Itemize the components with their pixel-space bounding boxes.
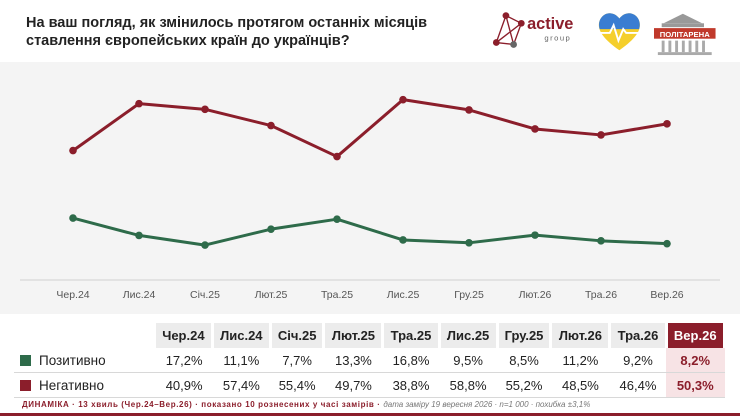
group-logo-text: group [544, 34, 571, 43]
chart-background [0, 62, 740, 314]
legend-swatch [20, 354, 31, 366]
table-cell: 38,8% [382, 372, 440, 398]
table-cell: 16,8% [382, 348, 440, 373]
data-table: Чер.24 Лис.24 Січ.25 Лют.25 Тра.25 Лис.25 Гру.… [14, 323, 726, 398]
column-header: Тра.26 [609, 323, 668, 348]
data-point [597, 237, 605, 245]
active-logo-text: active [527, 15, 573, 33]
column-header: Чер.24 [156, 323, 214, 348]
x-tick-label: Гру.25 [454, 289, 484, 301]
bottom-accent-line [0, 413, 740, 416]
data-point [531, 231, 539, 239]
row-label: Позитивно [14, 348, 156, 373]
data-point [399, 95, 407, 104]
politarena-text: ПОЛІТАРЕНА [660, 30, 710, 39]
column-header: Вер.26 [666, 323, 726, 348]
table-cell: 9,2% [609, 348, 666, 373]
data-point [531, 125, 539, 133]
legend-swatch [20, 379, 31, 391]
table-cell: 55,4% [270, 372, 324, 398]
data-point [69, 146, 77, 155]
footer-details: дата заміру 19 вересня 2026 · n=1 000 · … [383, 400, 591, 409]
table-cell: 57,4% [212, 372, 271, 398]
table-cell: 11,2% [550, 348, 610, 373]
table-corner-cell [14, 323, 156, 348]
series-line-2 [72, 98, 668, 159]
table-cell: 48,5% [550, 372, 610, 398]
survey-question: На ваш погляд, як змінилось протягом ост… [26, 15, 428, 49]
table-cell: 50,3% [666, 372, 725, 398]
table-cell: 8,2% [666, 348, 725, 373]
row-label-text: Негативно [39, 377, 104, 393]
table-cell: 11,1% [212, 348, 271, 373]
table-row: Позитивно 17,2% 11,1% 7,7% 13,3% 16,8% 9,5% 8,5… [14, 348, 725, 373]
column-header: Лют.25 [323, 323, 385, 348]
series-line-1 [72, 216, 668, 247]
data-point [465, 106, 473, 114]
table-cell: 8,5% [497, 348, 551, 373]
data-point [399, 236, 407, 244]
x-tick-label: Чер.24 [56, 289, 89, 301]
table-cell: 9,5% [439, 348, 498, 373]
header: На ваш погляд, як змінилось протягом ост… [0, 0, 740, 62]
x-tick-label: Лис.24 [123, 289, 156, 301]
table-cell: 58,8% [439, 372, 498, 398]
data-point [597, 131, 605, 139]
x-tick-label: Лют.25 [255, 289, 288, 301]
table-header-row: Чер.24 Лис.24 Січ.25 Лют.25 Тра.25 Лис.25 Гру.… [14, 323, 726, 348]
table-cell: 17,2% [156, 348, 213, 373]
data-point [135, 231, 143, 240]
data-point [333, 152, 341, 161]
data-point [663, 239, 671, 248]
politarena-logo: ПОЛІТАРЕНА [654, 13, 716, 56]
column-header: Гру.25 [497, 323, 553, 348]
data-point [69, 214, 77, 222]
footer-main: ДИНАМІКА · 13 хвиль (Чер.24–Вер.26) · по… [22, 400, 381, 409]
column-header: Лис.24 [212, 323, 272, 348]
data-point [465, 239, 473, 247]
row-label: Негативно [14, 372, 156, 398]
data-point [201, 241, 209, 249]
ukraine-heart-logo [598, 13, 640, 51]
table-cell: 13,3% [323, 348, 383, 373]
partner-logos: active group ПОЛІТАРЕНА [492, 12, 716, 56]
table-cell: 40,9% [156, 372, 213, 398]
x-tick-label: Лис.25 [387, 289, 420, 301]
table-cell: 7,7% [270, 348, 324, 373]
line-chart: Чер.24 Лис.24 Січ.25 Лют.25 Тра.25 Лис.25 Гру.… [20, 95, 720, 301]
column-header: Тра.25 [382, 323, 441, 348]
data-point [267, 225, 275, 233]
data-point [333, 215, 341, 223]
data-point [135, 99, 143, 108]
data-point [267, 121, 275, 130]
footer-note: ДИНАМІКА · 13 хвиль (Чер.24–Вер.26) · по… [22, 400, 590, 409]
table-cell: 46,4% [609, 372, 666, 398]
column-header: Лют.26 [550, 323, 612, 348]
x-tick-label: Тра.26 [585, 289, 617, 301]
x-tick-label: Тра.25 [321, 289, 353, 301]
table-cell: 49,7% [323, 372, 383, 398]
row-label-text: Позитивно [39, 352, 106, 368]
table-row: Негативно 40,9% 57,4% 55,4% 49,7% 38,8% 58,8% 5… [14, 372, 725, 398]
x-tick-label: Лют.26 [519, 289, 552, 301]
data-point [201, 105, 209, 114]
data-point [663, 120, 671, 128]
x-tick-label: Вер.26 [650, 289, 683, 301]
x-tick-label: Січ.25 [190, 289, 220, 301]
active-group-logo: active group [492, 12, 573, 48]
table-cell: 55,2% [497, 372, 551, 398]
column-header: Лис.25 [439, 323, 499, 348]
column-header: Січ.25 [270, 323, 326, 348]
